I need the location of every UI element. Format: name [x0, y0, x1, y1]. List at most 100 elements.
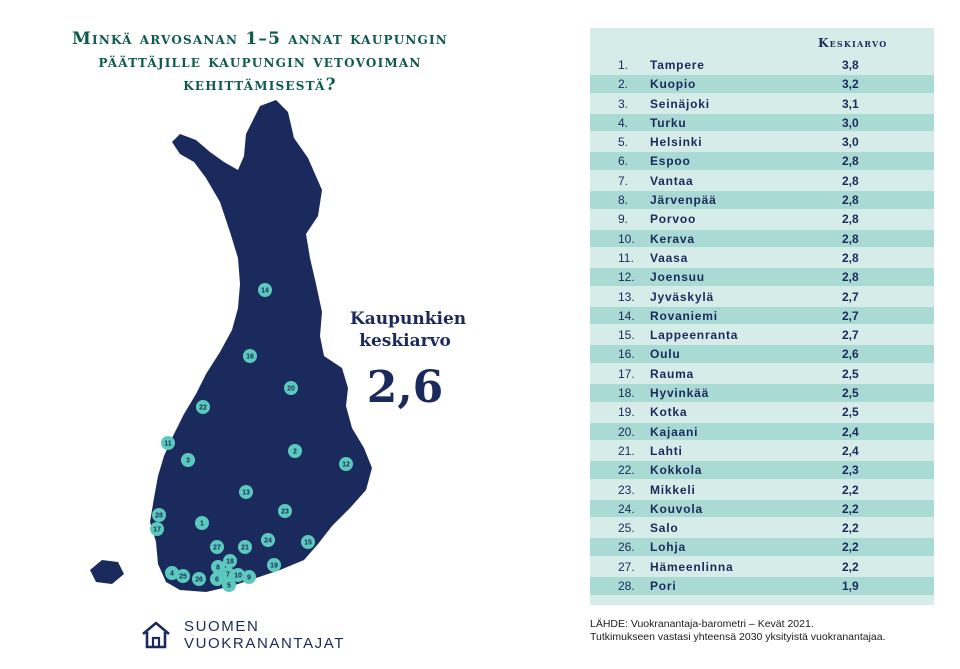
map-marker-label: 13: [242, 490, 250, 497]
map-marker-label: 14: [261, 288, 269, 295]
table-row: 5. Helsinki 3,0: [590, 133, 934, 151]
map-marker-label: 19: [270, 563, 278, 570]
row-rank: 19.: [618, 405, 635, 420]
row-value: 3,2: [842, 77, 859, 92]
row-rank: 6.: [618, 154, 629, 169]
map-marker: 24: [261, 533, 275, 547]
map-marker-dot: [284, 381, 298, 395]
map-marker-dot: [238, 540, 252, 554]
row-value: 2,6: [842, 347, 859, 362]
map-marker-label: 12: [342, 462, 350, 469]
house-icon: [142, 621, 170, 649]
map-marker-label: 28: [155, 513, 163, 520]
row-rank: 4.: [618, 115, 629, 130]
map-marker-label: 8: [216, 565, 220, 572]
row-city: Salo: [650, 521, 679, 536]
brand-logo: SUOMEN VUOKRANANTAJAT: [140, 618, 345, 652]
row-value: 2,7: [842, 308, 859, 323]
map-marker: 19: [267, 558, 281, 572]
map-marker-label: 26: [195, 577, 203, 584]
row-city: Lohja: [650, 540, 686, 555]
row-value: 2,8: [842, 212, 859, 227]
row-value: 3,1: [842, 96, 859, 111]
logo-text: SUOMEN VUOKRANANTAJAT: [184, 618, 345, 652]
map-marker-label: 5: [227, 583, 231, 590]
map-marker: 27: [210, 540, 224, 554]
row-rank: 9.: [618, 212, 629, 227]
row-city: Järvenpää: [650, 193, 717, 208]
row-value: 2,7: [842, 328, 859, 343]
map-marker-label: 7: [226, 572, 230, 579]
table-row: 6. Espoo 2,8: [590, 152, 934, 170]
map-marker-dot: [195, 516, 209, 530]
map-marker: 11: [161, 436, 175, 450]
map-marker-dot: [165, 566, 179, 580]
map-marker: 9: [242, 570, 256, 584]
row-value: 3,0: [842, 135, 859, 150]
map-marker-label: 10: [234, 573, 242, 580]
column-header-average: Keskiarvo: [818, 36, 888, 50]
average-label-line-1: Kaupunkien: [350, 309, 467, 329]
map-marker-dot: [301, 535, 315, 549]
row-city: Espoo: [650, 154, 691, 169]
row-rank: 17.: [618, 366, 635, 381]
row-value: 2,4: [842, 424, 859, 439]
table-row: 8. Järvenpää 2,8: [590, 191, 934, 209]
map-marker-dot: [288, 444, 302, 458]
row-value: 2,2: [842, 482, 859, 497]
row-city: Lahti: [650, 443, 683, 458]
table-row: 26. Lohja 2,2: [590, 538, 934, 556]
map-marker-label: 16: [246, 354, 254, 361]
row-city: Kerava: [650, 231, 695, 246]
map-marker-dot: [222, 578, 236, 592]
map-marker-label: 2: [293, 449, 297, 456]
map-marker: 2: [288, 444, 302, 458]
row-value: 2,2: [842, 540, 859, 555]
row-rank: 10.: [618, 231, 635, 246]
aland-islands-shape: [90, 560, 124, 584]
map-marker-label: 17: [153, 527, 161, 534]
row-value: 2,2: [842, 521, 859, 536]
row-rank: 14.: [618, 308, 635, 323]
row-city: Helsinki: [650, 135, 703, 150]
row-rank: 25.: [618, 521, 635, 536]
row-value: 2,8: [842, 250, 859, 265]
map-marker-dot: [258, 283, 272, 297]
average-label-line-2: keskiarvo: [359, 331, 451, 351]
table-row: 11. Vaasa 2,8: [590, 249, 934, 267]
map-marker-dot: [211, 560, 225, 574]
row-city: Joensuu: [650, 270, 705, 285]
row-rank: 18.: [618, 386, 635, 401]
table-row: 24. Kouvola 2,2: [590, 499, 934, 518]
map-marker-label: 24: [264, 538, 272, 545]
average-label: Kaupunkien keskiarvo: [350, 308, 467, 352]
map-marker-label: 15: [304, 540, 312, 547]
map-marker-dot: [223, 554, 237, 568]
row-rank: 20.: [618, 424, 635, 439]
table-row: 12. Joensuu 2,8: [590, 268, 934, 286]
row-city: Kokkola: [650, 463, 703, 478]
map-marker-label: 25: [179, 574, 187, 581]
map-marker: 18: [223, 554, 237, 568]
table-row: 27. Hämeenlinna 2,2: [590, 558, 934, 576]
row-city: Oulu: [650, 347, 681, 362]
table-row: 21. Lahti 2,4: [590, 442, 934, 460]
title-line-3: kehittämisestä?: [183, 75, 337, 95]
logo-line-2: VUOKRANANTAJAT: [184, 635, 346, 652]
row-rank: 15.: [618, 328, 635, 343]
table-row: 17. Rauma 2,5: [590, 365, 934, 383]
ranking-table: Keskiarvo 1. Tampere 3,8 2. Kuopio 3,2 3. Seinä…: [590, 28, 934, 605]
logo-line-1: SUOMEN: [184, 618, 260, 635]
chart-title: Minkä arvosanan 1–5 annat kaupungin päät…: [10, 28, 510, 97]
map-marker-label: 3: [186, 458, 190, 465]
table-rows: 1. Tampere 3,8 2. Kuopio 3,2 3. Seinäjoki 3,1 4. T…: [590, 56, 934, 596]
map-marker-label: 22: [199, 405, 207, 412]
table-row: 1. Tampere 3,8: [590, 56, 934, 74]
title-line-2: päättäjille kaupungin vetovoiman: [98, 52, 422, 72]
map-marker-label: 27: [213, 545, 221, 552]
row-city: Kajaani: [650, 424, 699, 439]
map-marker-dot: [181, 453, 195, 467]
row-rank: 3.: [618, 96, 629, 111]
map-marker-dot: [261, 533, 275, 547]
row-city: Porvoo: [650, 212, 697, 227]
